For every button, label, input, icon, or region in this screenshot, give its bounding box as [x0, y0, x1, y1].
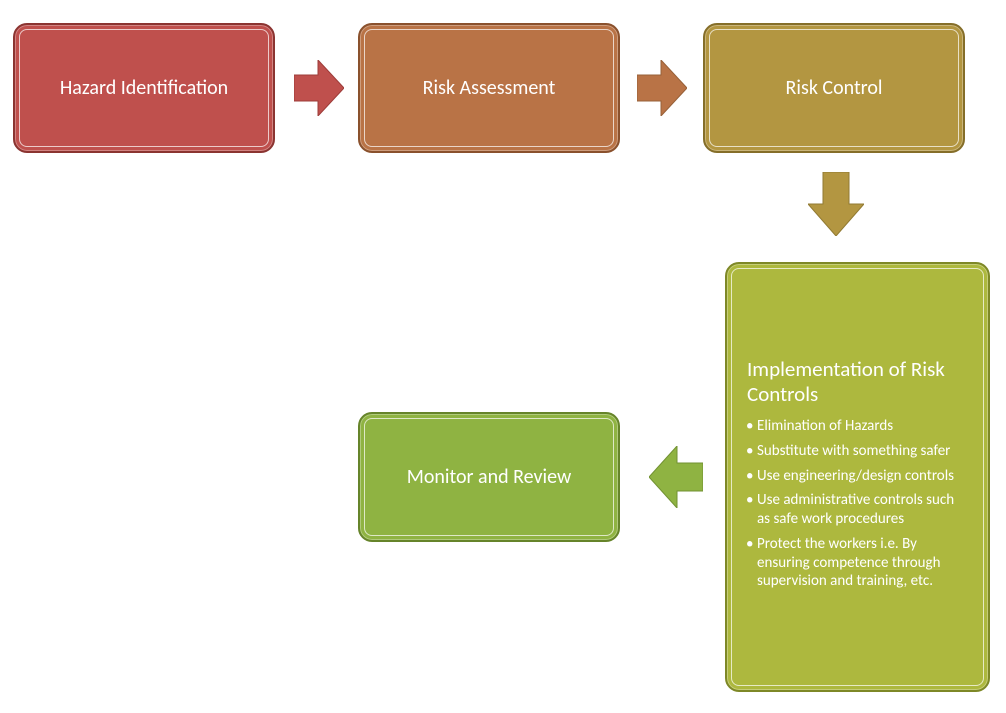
node-implementation-title: Implementation of Risk Controls — [747, 357, 968, 407]
arrow-assessment-to-control — [637, 60, 687, 116]
arrow-control-to-implementation — [808, 172, 864, 236]
arrow-implementation-to-monitor — [649, 446, 703, 508]
arrow-hazard-to-assessment — [294, 60, 344, 116]
node-monitor-review: Monitor and Review — [358, 412, 620, 542]
node-assessment-label: Risk Assessment — [423, 76, 556, 101]
node-risk-assessment: Risk Assessment — [358, 23, 620, 153]
bullet-item: Elimination of Hazards — [747, 417, 968, 436]
node-implementation: Implementation of Risk Controls Eliminat… — [725, 262, 990, 692]
node-hazard-label: Hazard Identification — [60, 76, 228, 101]
implementation-bullet-list: Elimination of Hazards Substitute with s… — [747, 417, 968, 597]
node-monitor-label: Monitor and Review — [407, 465, 572, 490]
bullet-item: Substitute with something safer — [747, 442, 968, 461]
node-hazard-identification: Hazard Identification — [13, 23, 275, 153]
bullet-item: Use administrative controls such as safe… — [747, 491, 968, 529]
node-risk-control: Risk Control — [703, 23, 965, 153]
bullet-item: Protect the workers i.e. By ensuring com… — [747, 535, 968, 591]
bullet-item: Use engineering/design controls — [747, 467, 968, 486]
node-control-label: Risk Control — [786, 76, 883, 101]
